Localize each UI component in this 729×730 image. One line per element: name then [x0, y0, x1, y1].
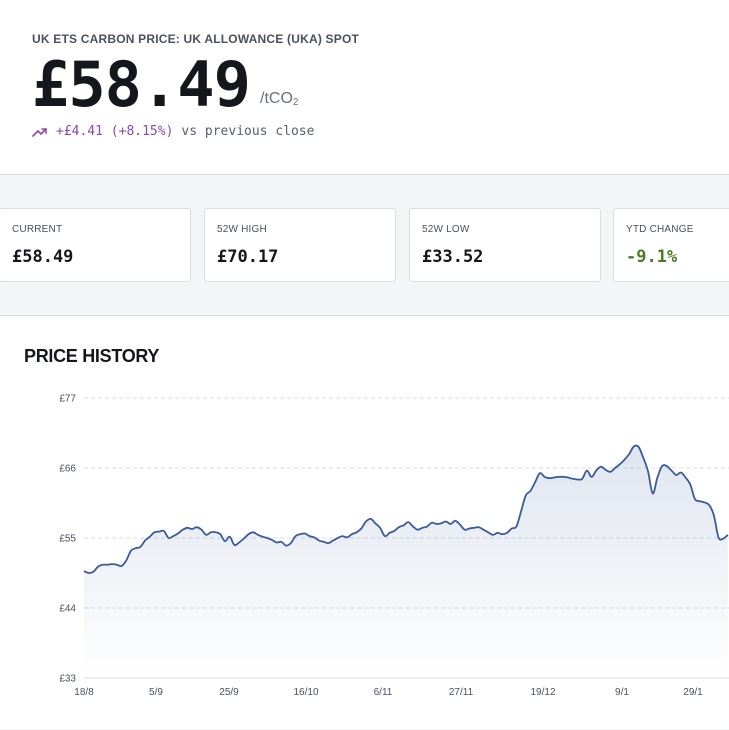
stat-value: £70.17: [217, 247, 279, 267]
price-change: +£4.41 (+8.15%) vs previous close: [32, 124, 314, 139]
stat-value: -9.1%: [626, 247, 678, 267]
price-unit-text: /tCO: [260, 90, 293, 107]
y-tick-label: £55: [59, 534, 76, 545]
price-unit-subscript: 2: [292, 97, 299, 108]
change-context: vs previous close: [181, 124, 315, 139]
x-tick-label: 9/1: [615, 687, 629, 698]
stat-card-52w-low: 52W LOW £33.52: [409, 208, 601, 282]
x-tick-label: 5/9: [149, 687, 163, 698]
stat-card-current: CURRENT £58.49: [0, 208, 191, 282]
stat-label: CURRENT: [12, 224, 63, 235]
price-line: [83, 444, 729, 574]
y-axis: £33 £44 £55 £66 £77: [59, 394, 76, 685]
change-value: +£4.41 (+8.15%): [56, 124, 174, 139]
stat-label: 52W HIGH: [217, 224, 267, 235]
price-history-panel: PRICE HISTORY £33 £44 £55 £66 £77 18/8 5/9 25/…: [0, 315, 729, 729]
x-axis: 18/8 5/9 25/9 16/10 6/11 27/11 19/12 9/1 29/1: [74, 687, 703, 698]
price-area: [84, 445, 728, 678]
y-tick-label: £66: [59, 464, 76, 475]
x-tick-label: 29/1: [683, 687, 703, 698]
x-tick-label: 27/11: [449, 687, 474, 698]
x-tick-label: 6/11: [374, 687, 393, 698]
trending-up-icon: [32, 127, 47, 137]
y-tick-label: £33: [59, 674, 76, 685]
current-price: £58.49: [32, 48, 251, 121]
price-hero-card: UK ETS CARBON PRICE: UK ALLOWANCE (UKA) …: [0, 0, 729, 175]
x-tick-label: 18/8: [74, 687, 94, 698]
instrument-label: UK ETS CARBON PRICE: UK ALLOWANCE (UKA) …: [32, 32, 360, 46]
stat-label: YTD CHANGE: [626, 224, 694, 235]
stat-value: £33.52: [422, 247, 484, 267]
chart-title: PRICE HISTORY: [24, 346, 160, 366]
x-tick-label: 16/10: [293, 687, 318, 698]
price-history-chart[interactable]: £33 £44 £55 £66 £77 18/8 5/9 25/9 16/10 6/11 27/1…: [0, 316, 729, 730]
stat-value: £58.49: [12, 247, 74, 267]
price-unit: /tCO2: [260, 90, 298, 108]
x-tick-label: 25/9: [219, 687, 239, 698]
y-tick-label: £44: [59, 604, 76, 615]
x-tick-label: 19/12: [530, 687, 555, 698]
y-tick-label: £77: [59, 394, 76, 405]
stat-card-ytd-change: YTD CHANGE -9.1%: [613, 208, 729, 282]
stat-card-52w-high: 52W HIGH £70.17: [204, 208, 396, 282]
stat-label: 52W LOW: [422, 224, 470, 235]
